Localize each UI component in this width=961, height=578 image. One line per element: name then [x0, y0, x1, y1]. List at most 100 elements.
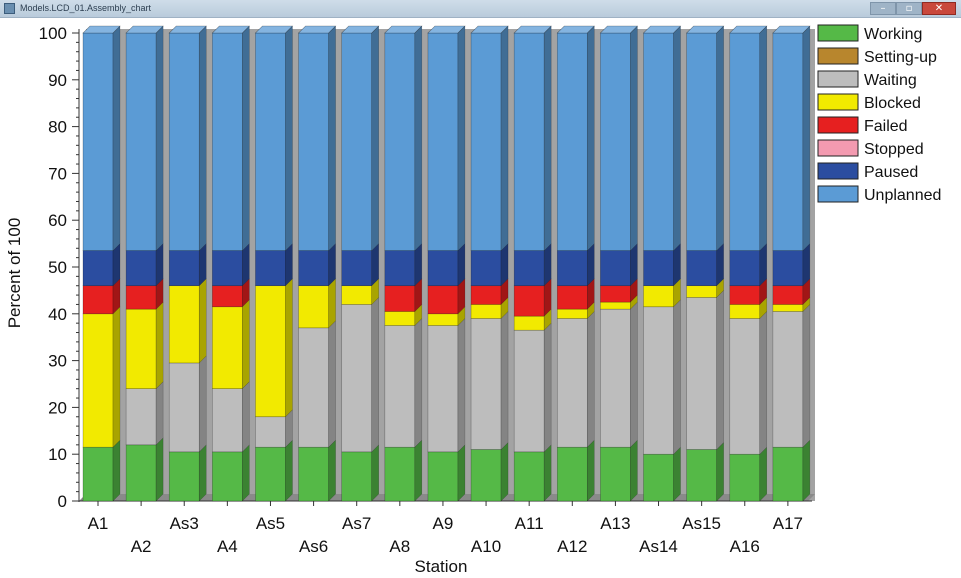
bar-top: [772, 25, 811, 34]
bar-segment-side: [414, 243, 423, 287]
bar-segment-side: [543, 308, 552, 331]
bar-segment-side: [112, 439, 121, 502]
legend-swatch: [817, 70, 859, 88]
bar-segment-side: [587, 278, 595, 310]
bar-segment: [686, 250, 717, 287]
bar-segment-side: [630, 25, 638, 252]
app-icon: [4, 3, 15, 14]
bar-top: [82, 25, 121, 34]
x-tick-label: A8: [389, 537, 410, 556]
bar-segment: [82, 446, 114, 502]
legend-swatch: [817, 24, 859, 42]
bar-segment: [212, 306, 243, 389]
bar-segment-side: [500, 25, 509, 252]
bar-segment: [212, 388, 243, 453]
legend-label: Stopped: [864, 141, 924, 158]
x-tick-label: As3: [170, 514, 199, 533]
bar-segment-side: [414, 439, 423, 502]
bar-A9: [427, 25, 466, 502]
bar-segment-side: [414, 317, 423, 448]
y-tick-label: 10: [48, 445, 67, 464]
bar-segment: [556, 308, 588, 319]
y-tick-label: 80: [48, 118, 67, 137]
bar-segment-side: [673, 25, 681, 252]
bar-segment: [772, 285, 804, 305]
bar-segment-side: [371, 25, 379, 252]
bar-segment: [427, 325, 459, 453]
bar-segment-side: [759, 278, 768, 306]
bar-segment: [686, 297, 717, 450]
bar-segment: [470, 250, 502, 287]
legend-label: Working: [864, 26, 922, 43]
bar-segment-side: [543, 322, 552, 453]
bar-segment-side: [198, 355, 207, 453]
bar-segment-side: [328, 278, 336, 329]
bar-As15: [685, 25, 725, 502]
legend-item: Waiting: [817, 70, 917, 89]
bar-segment-side: [155, 381, 164, 446]
bar-segment-side: [759, 296, 768, 320]
bar-segment: [255, 285, 286, 418]
x-tick-label: A13: [600, 514, 630, 533]
bar-top: [729, 25, 768, 34]
bar-segment-side: [802, 296, 811, 313]
legend-label: Blocked: [864, 95, 921, 112]
x-tick-label: A2: [131, 537, 152, 556]
bar-As7: [340, 25, 380, 502]
bar-segment-side: [543, 278, 552, 317]
legend-item: Setting-up: [817, 47, 937, 66]
bar-segment-side: [716, 289, 724, 451]
bar-segment-side: [587, 301, 595, 320]
bar-segment: [427, 250, 459, 287]
bar-segment: [427, 285, 459, 315]
legend-item: Unplanned: [817, 185, 941, 204]
bar-segment-side: [112, 25, 121, 252]
bar-segment-side: [112, 278, 121, 315]
y-axis-title: Percent of 100: [5, 218, 24, 329]
maximize-button[interactable]: ▫: [896, 2, 922, 15]
bar-segment-side: [328, 243, 336, 287]
bar-segment: [513, 32, 545, 251]
bar-segment-side: [155, 437, 164, 502]
bar-segment-side: [673, 243, 681, 287]
bar-segment: [643, 453, 674, 502]
bar-segment: [125, 308, 157, 389]
x-tick-label: A12: [557, 537, 587, 556]
bar-segment: [384, 32, 416, 251]
bar-segment-side: [630, 301, 638, 448]
bar-segment-side: [198, 25, 207, 252]
bar-segment-side: [716, 441, 724, 502]
minimize-button[interactable]: –: [870, 2, 896, 15]
window-titlebar: Models.LCD_01.Assembly_chart – ▫ ✕: [0, 0, 961, 18]
bar-segment: [600, 446, 631, 502]
legend-swatch: [817, 162, 859, 180]
x-axis: A1 A2 As3 A4 As5 As6 As7 A8 A9 A10 A11 A12 A13 As14As…: [88, 501, 803, 556]
bar-A13: [599, 25, 639, 502]
bar-segment: [729, 250, 761, 287]
bar-segment: [298, 250, 329, 287]
legend-item: Working: [817, 24, 922, 43]
x-tick-label: As6: [299, 537, 328, 556]
bar-segment-side: [543, 444, 552, 502]
y-tick-label: 70: [48, 164, 67, 183]
legend-label: Unplanned: [864, 187, 941, 204]
bar-segment: [600, 285, 631, 303]
legend: Working Setting-up Waiting Blocked Failed Sto…: [817, 24, 941, 204]
bar-segment: [513, 285, 545, 317]
bar-segment-side: [630, 439, 638, 502]
bar-segment-side: [587, 243, 595, 287]
bar-segment-side: [802, 243, 811, 287]
bar-segment: [255, 416, 286, 448]
close-button[interactable]: ✕: [922, 2, 956, 15]
bar-segment: [600, 32, 631, 251]
bar-top: [556, 25, 596, 34]
y-tick-label: 90: [48, 71, 67, 90]
bar-segment: [772, 32, 804, 251]
bar-segment-side: [500, 441, 509, 502]
bar-segment: [427, 451, 459, 502]
bar-segment: [341, 250, 373, 287]
legend-swatch: [817, 185, 859, 203]
y-tick-label: 50: [48, 258, 67, 277]
bar-segment: [600, 308, 631, 448]
bar-segment-side: [198, 243, 207, 287]
